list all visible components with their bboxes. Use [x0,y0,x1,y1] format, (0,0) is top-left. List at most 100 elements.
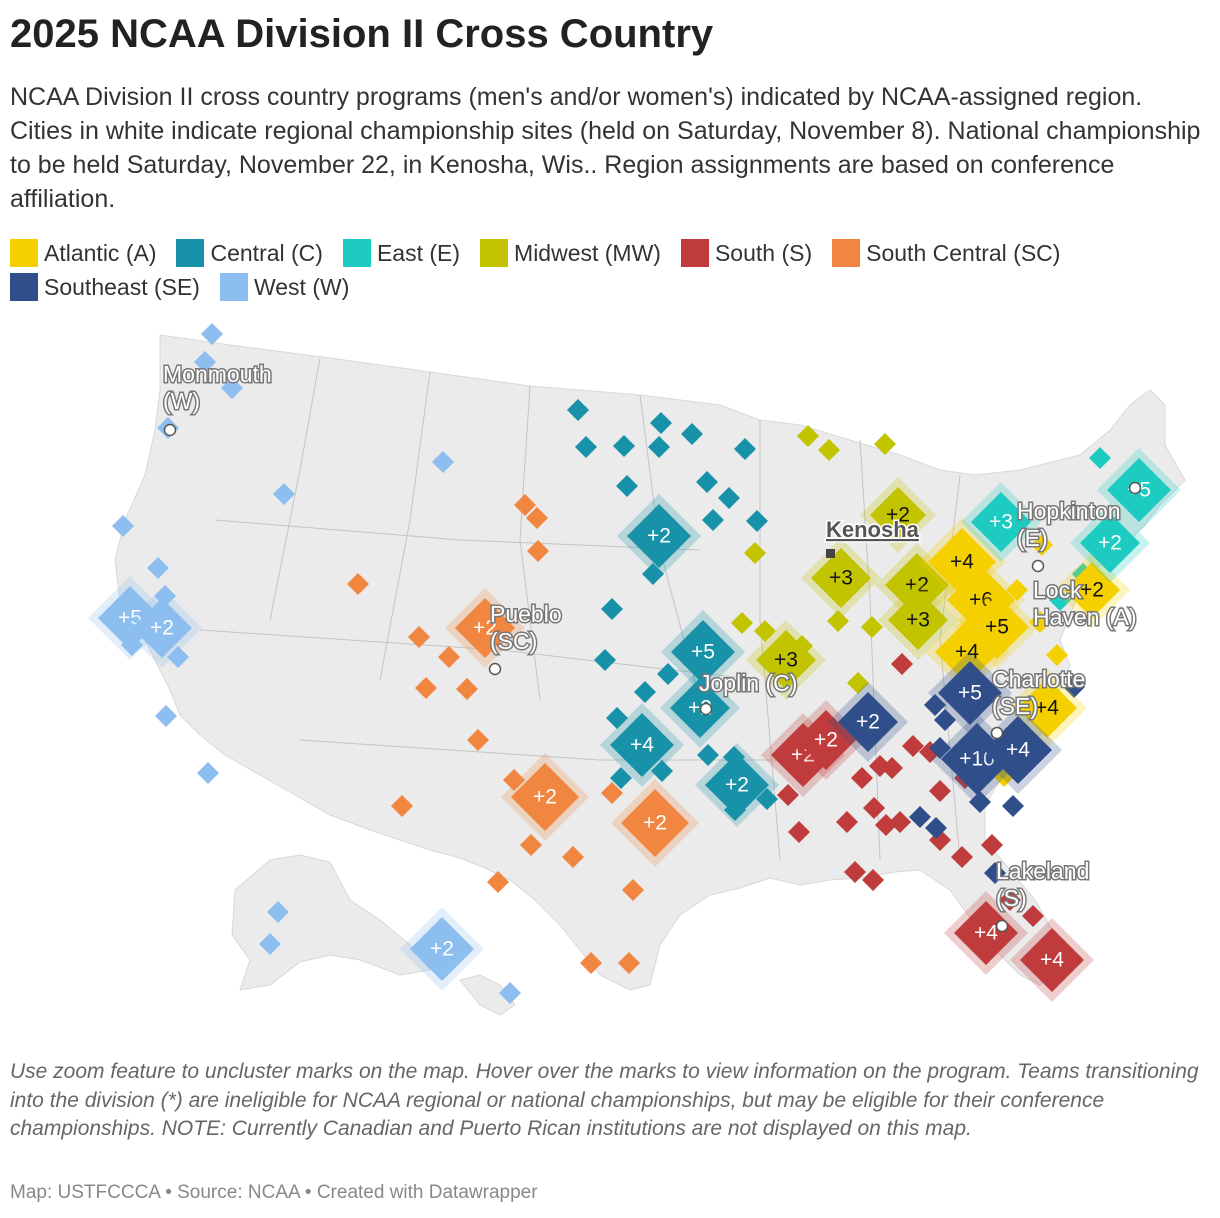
site-hopkinton[interactable]: Hopkinton (E) [1016,481,1142,553]
site-lockhaven[interactable]: Lock Haven (A) [1032,559,1138,632]
program-mark[interactable] [562,846,584,868]
program-mark[interactable] [601,782,623,804]
cluster-mark[interactable]: +3 [961,482,1041,562]
program-mark[interactable] [613,435,635,457]
program-mark[interactable] [909,806,931,828]
program-mark[interactable] [756,788,778,810]
cluster-mark[interactable]: +5 [661,610,745,694]
program-mark[interactable] [651,760,673,782]
cluster-mark[interactable]: +2 [400,907,484,991]
program-mark[interactable] [580,952,602,974]
site-pueblo[interactable]: Pueblo (SC) [489,600,563,676]
site-joplin[interactable]: Joplin (C) [698,669,799,716]
program-mark[interactable] [622,879,644,901]
program-mark[interactable] [969,791,991,813]
program-mark[interactable] [925,817,947,839]
program-mark[interactable] [347,573,369,595]
cluster-mark[interactable]: +2 [1070,503,1150,583]
program-mark[interactable] [194,351,216,373]
program-mark[interactable] [929,737,951,759]
cluster-mark[interactable]: +2 [122,588,202,668]
program-mark[interactable] [934,709,956,731]
program-mark[interactable] [681,423,703,445]
program-mark[interactable] [702,509,724,531]
program-mark[interactable] [851,767,873,789]
site-lakeland[interactable]: Lakeland (S) [995,857,1091,933]
program-mark[interactable] [167,646,189,668]
program-mark[interactable] [415,677,437,699]
cluster-mark[interactable]: +3 [878,580,958,660]
program-mark[interactable] [1046,644,1068,666]
program-mark[interactable] [432,451,454,473]
program-mark[interactable] [836,811,858,833]
us-map[interactable]: +5+2+2+2+2+2+2+5+2+4+2+3+3+2+2+3+4+6+5+4… [0,315,1220,1035]
program-mark[interactable] [147,557,169,579]
program-mark[interactable] [606,707,628,729]
program-mark[interactable] [201,323,223,345]
program-mark[interactable] [527,540,549,562]
program-mark[interactable] [697,744,719,766]
program-mark[interactable] [777,784,799,806]
cluster-mark[interactable]: +2 [860,477,936,553]
cluster-mark[interactable]: +3 [801,538,881,618]
program-mark[interactable] [438,646,460,668]
program-mark[interactable] [487,871,509,893]
cluster-mark[interactable]: +5 [928,651,1012,735]
program-mark[interactable] [391,795,413,817]
program-mark[interactable] [861,616,883,638]
program-mark[interactable] [408,626,430,648]
program-mark[interactable] [594,649,616,671]
cluster-mark[interactable]: +2 [828,682,908,762]
program-mark[interactable] [514,494,536,516]
cluster-mark[interactable]: +4 [944,891,1028,975]
cluster-mark[interactable]: +2 [445,588,525,668]
program-mark[interactable] [981,834,1003,856]
program-mark[interactable] [718,487,740,509]
program-mark[interactable] [788,821,810,843]
cluster-mark[interactable]: +2 [611,779,699,867]
program-mark[interactable] [999,889,1021,911]
program-mark[interactable] [112,515,134,537]
program-mark[interactable] [844,861,866,883]
program-mark[interactable] [924,694,946,716]
program-mark[interactable] [259,933,281,955]
cluster-mark[interactable]: +3 [746,620,826,700]
program-mark[interactable] [657,663,679,685]
program-mark[interactable] [744,542,766,564]
program-mark[interactable] [634,681,656,703]
program-mark[interactable] [827,610,849,632]
program-mark[interactable] [847,672,869,694]
program-mark[interactable] [1031,534,1053,556]
program-mark[interactable] [618,952,640,974]
program-mark[interactable] [1029,611,1051,633]
program-mark[interactable] [642,563,664,585]
program-mark[interactable] [746,510,768,532]
program-mark[interactable] [1089,447,1111,469]
program-mark[interactable] [197,762,219,784]
site-monmouth[interactable]: Monmouth (W) [162,360,273,437]
cluster-mark[interactable]: +2 [695,743,779,827]
program-mark[interactable] [951,846,973,868]
program-mark[interactable] [863,797,885,819]
program-mark[interactable] [503,769,525,791]
program-mark[interactable] [734,438,756,460]
program-mark[interactable] [929,780,951,802]
cluster-mark[interactable]: +4 [600,703,684,787]
cluster-mark[interactable]: +4 [925,610,1009,694]
program-mark[interactable] [1049,589,1071,611]
program-mark[interactable] [891,653,913,675]
program-mark[interactable] [754,620,776,642]
cluster-mark[interactable]: +2 [1054,552,1130,628]
program-mark[interactable] [526,507,548,529]
program-mark[interactable] [575,436,597,458]
program-mark[interactable] [520,834,542,856]
program-mark[interactable] [267,901,289,923]
program-mark[interactable] [818,439,840,461]
program-mark[interactable] [797,425,819,447]
program-mark[interactable] [874,433,896,455]
site-charlotte[interactable]: Charlotte (SE) [991,665,1087,740]
program-mark[interactable] [696,471,718,493]
cluster-mark[interactable]: +4 [1010,918,1094,1002]
program-mark[interactable] [499,982,521,1004]
program-mark[interactable] [1022,905,1044,927]
